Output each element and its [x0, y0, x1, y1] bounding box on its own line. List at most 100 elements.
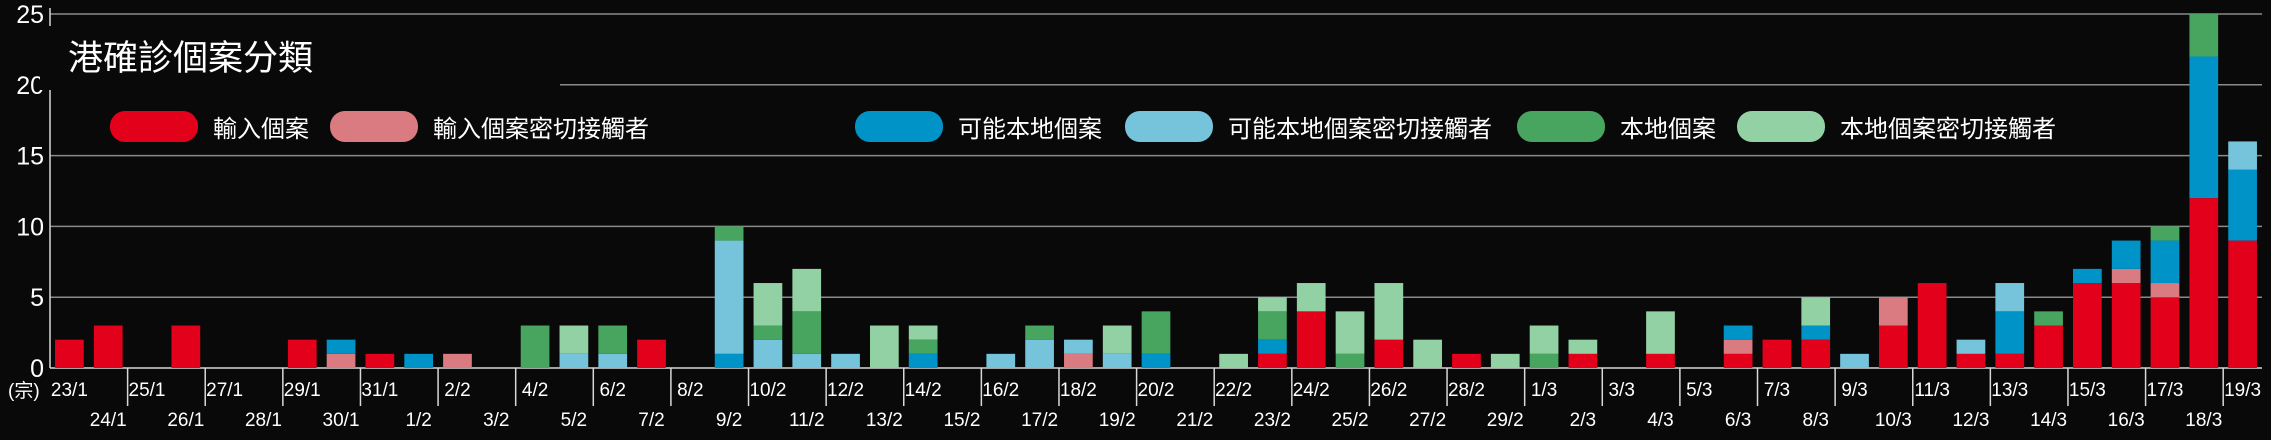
- legend-swatch: [855, 111, 943, 142]
- bar-segment: [2189, 198, 2219, 368]
- x-tick-label: 1/3: [1531, 380, 1557, 401]
- legend-label: 本地個案: [1620, 116, 1716, 143]
- x-tick-label: 17/3: [2146, 380, 2183, 401]
- bar-segment: [1646, 353, 1675, 368]
- x-tick-label: 25/2: [1332, 410, 1369, 431]
- bar-segment: [1025, 325, 1054, 340]
- bar-segment: [792, 268, 822, 312]
- y-tick-label: 0: [30, 355, 44, 383]
- bar-segment: [1025, 339, 1054, 368]
- bar-segment: [443, 353, 472, 368]
- bar-segment: [1258, 311, 1287, 340]
- bar-segment: [1335, 353, 1365, 368]
- bar-segment: [714, 226, 744, 241]
- legend-swatch: [1737, 111, 1825, 142]
- x-tick-label: 8/2: [677, 380, 703, 401]
- legend-swatch: [110, 111, 198, 142]
- x-tick-label: 10/2: [749, 380, 786, 401]
- bar-segment: [1801, 339, 1831, 368]
- x-tick-label: 18/3: [2185, 410, 2222, 431]
- x-tick-label: 13/2: [866, 410, 903, 431]
- bar-segment: [365, 353, 395, 368]
- bar-segment: [171, 325, 201, 368]
- bar-segment: [1258, 339, 1287, 354]
- legend-swatch: [330, 111, 418, 142]
- bar-segment: [1723, 339, 1753, 354]
- x-tick-label: 10/3: [1875, 410, 1912, 431]
- x-tick-label: 24/2: [1293, 380, 1330, 401]
- x-tick-label: 21/2: [1176, 410, 1213, 431]
- bar-segment: [1064, 353, 1093, 368]
- x-tick-label: 18/2: [1060, 380, 1097, 401]
- bar-segment: [55, 339, 84, 368]
- bar-segment: [2073, 268, 2102, 284]
- bar-segment: [1141, 353, 1171, 368]
- bar-segment: [1956, 339, 1986, 354]
- bar-segment: [2111, 283, 2141, 368]
- x-tick-label: 29/2: [1487, 410, 1524, 431]
- bar-segment: [2150, 297, 2180, 368]
- bar-segment: [326, 339, 356, 354]
- x-tick-label: 9/2: [716, 410, 742, 431]
- bar-segment: [753, 325, 783, 340]
- x-tick-label: 6/3: [1725, 410, 1751, 431]
- x-tick-label: 14/3: [2030, 410, 2067, 431]
- legend-swatch: [1125, 111, 1213, 142]
- bar-segment: [598, 325, 628, 354]
- bar-segment: [1102, 325, 1132, 354]
- bar-segment: [1374, 339, 1404, 368]
- x-tick-label: 29/1: [284, 380, 321, 401]
- x-tick-label: 16/3: [2108, 410, 2145, 431]
- bar-segment: [1762, 339, 1792, 368]
- title-panel: [40, 26, 560, 90]
- bar-segment: [1878, 325, 1908, 368]
- bar-segment: [559, 353, 589, 368]
- x-tick-label: 16/2: [982, 380, 1019, 401]
- x-tick-label: 12/3: [1952, 410, 1989, 431]
- x-tick-label: 2/3: [1570, 410, 1596, 431]
- bar-segment: [1878, 297, 1908, 326]
- bar-segment: [1801, 297, 1831, 326]
- bar-segment: [1840, 353, 1869, 368]
- bar-segment: [1995, 353, 2025, 368]
- bar-segment: [2189, 14, 2219, 57]
- bar-segment: [1956, 353, 1986, 368]
- bar-segment: [1335, 311, 1365, 354]
- bar-segment: [2111, 240, 2141, 269]
- bar-segment: [1452, 353, 1481, 368]
- x-tick-label: 7/2: [638, 410, 664, 431]
- x-tick-label: 5/3: [1686, 380, 1712, 401]
- bar-segment: [1723, 325, 1753, 340]
- x-tick-label: 26/2: [1370, 380, 1407, 401]
- bar-segment: [404, 353, 434, 368]
- x-tick-label: 31/1: [361, 380, 398, 401]
- y-tick-label: 20: [16, 72, 44, 100]
- bar-segment: [1141, 311, 1171, 354]
- bar-segment: [1723, 353, 1753, 368]
- legend-label: 輸入個案: [213, 116, 309, 143]
- x-tick-label: 2/2: [444, 380, 470, 401]
- bar-segment: [1258, 353, 1287, 368]
- bar-segment: [714, 240, 744, 354]
- bar-segment: [753, 339, 783, 368]
- legend-label: 可能本地個案密切接觸者: [1228, 116, 1492, 143]
- bar-segment: [714, 353, 744, 368]
- x-tick-label: 20/2: [1138, 380, 1175, 401]
- unit-label: (宗): [8, 380, 40, 402]
- bar-segment: [2073, 283, 2102, 368]
- x-tick-label: 11/2: [789, 410, 825, 431]
- bar-segment: [1529, 325, 1559, 354]
- bar-segment: [1568, 353, 1598, 368]
- bar-segment: [1529, 353, 1559, 368]
- bar-segment: [908, 353, 938, 368]
- legend: 輸入個案 輸入個案密切接觸者 可能本地個案 可能本地個案密切接觸者 本地個案 本地個案密切…: [110, 111, 2056, 143]
- bar-segment: [2228, 141, 2257, 170]
- x-tick-label: 13/3: [1991, 380, 2028, 401]
- x-tick-label: 4/2: [522, 380, 548, 401]
- x-tick-label: 7/3: [1764, 380, 1790, 401]
- x-tick-label: 25/1: [129, 380, 166, 401]
- bar-segment: [753, 283, 783, 326]
- bar-segment: [2228, 169, 2257, 241]
- y-tick-label: 5: [30, 284, 44, 312]
